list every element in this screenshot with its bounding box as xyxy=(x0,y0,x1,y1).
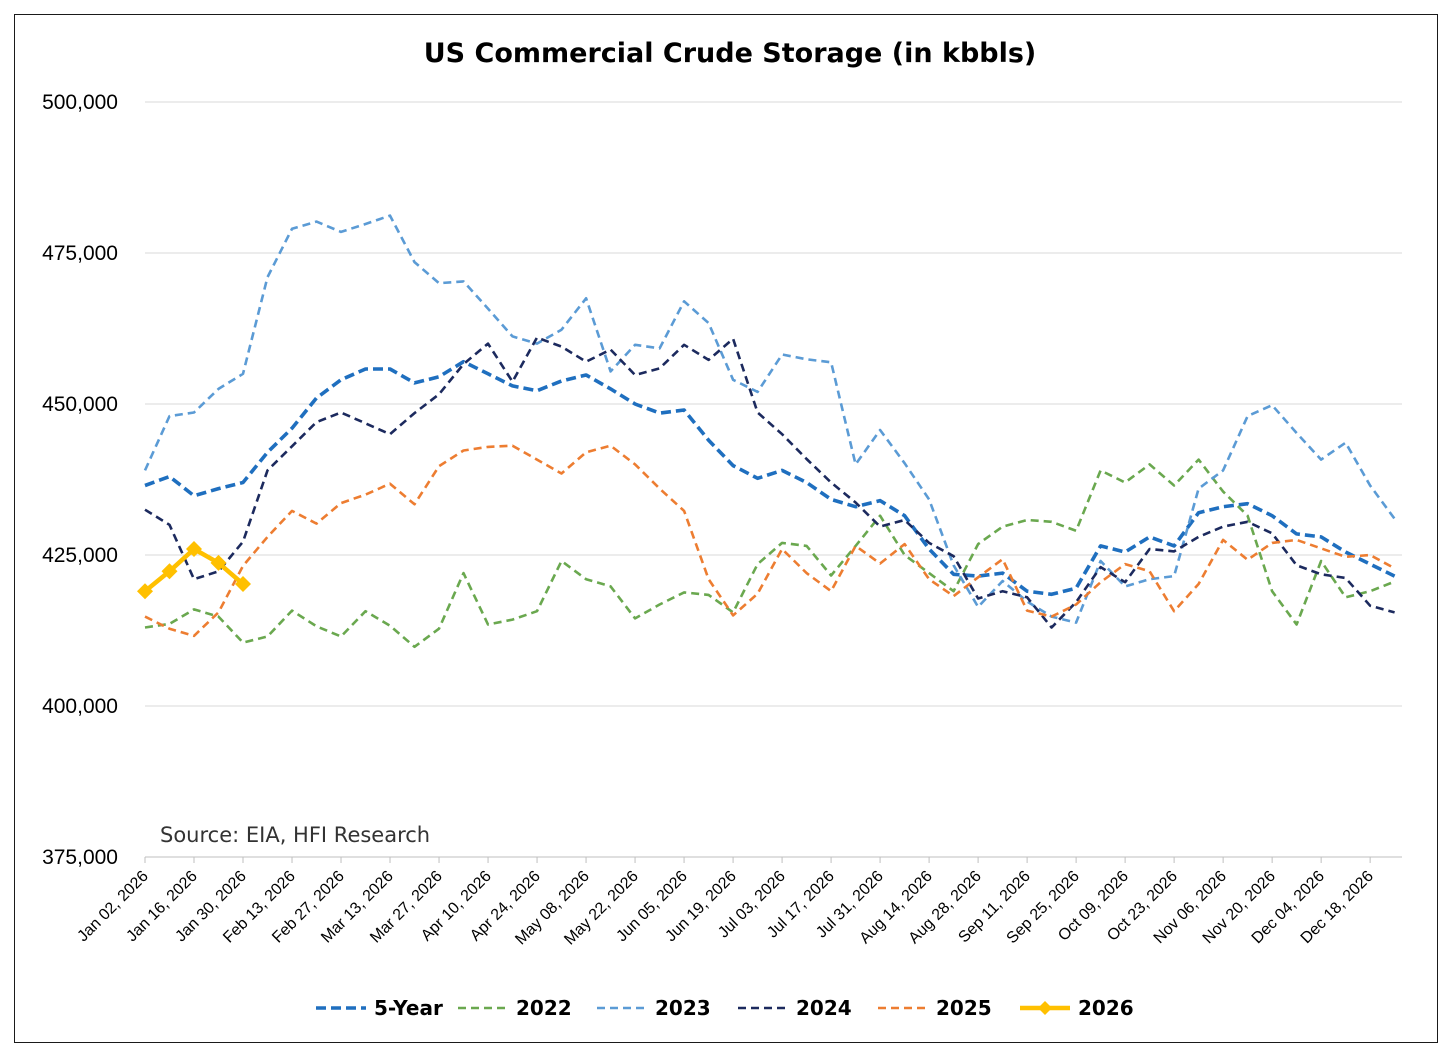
legend-label: 2025 xyxy=(936,996,992,1020)
series-line-2023 xyxy=(143,214,1396,624)
series-point-2026 xyxy=(186,540,203,557)
legend-item-2025: 2025 xyxy=(878,996,992,1020)
legend-item-2023: 2023 xyxy=(597,996,711,1020)
legend-item-2024: 2024 xyxy=(738,996,852,1020)
y-axis: 375,000 400,000 425,000 450,000 475,000 500,0… xyxy=(42,91,118,869)
legend: 5-Year 2022 2023 2024 2025 2026 xyxy=(316,996,1134,1020)
series-point-2026 xyxy=(137,583,153,600)
y-tick-label: 375,000 xyxy=(42,846,118,869)
gridlines xyxy=(145,101,1402,707)
series-line-2022 xyxy=(144,458,1396,649)
legend-item-2022: 2022 xyxy=(458,996,572,1020)
y-tick-label: 475,000 xyxy=(42,242,118,265)
legend-marker xyxy=(1038,1001,1052,1015)
chart-frame xyxy=(14,14,1438,1043)
chart-title: US Commercial Crude Storage (in kbbls) xyxy=(424,38,1037,69)
legend-label: 2026 xyxy=(1078,996,1134,1020)
series-point-2026 xyxy=(161,563,178,580)
legend-label: 2022 xyxy=(516,996,572,1020)
legend-label: 2024 xyxy=(796,996,852,1020)
legend-label: 5-Year xyxy=(374,996,443,1020)
series-point-2026 xyxy=(210,554,227,571)
y-tick-label: 450,000 xyxy=(42,393,118,416)
series-point-2026 xyxy=(235,575,252,592)
legend-label: 2023 xyxy=(655,996,711,1020)
y-tick-label: 500,000 xyxy=(42,91,118,114)
series-group xyxy=(137,214,1396,649)
source-annotation: Source: EIA, HFI Research xyxy=(160,823,430,847)
legend-item-2026: 2026 xyxy=(1020,996,1134,1020)
y-tick-label: 425,000 xyxy=(42,544,118,567)
series-line-2024 xyxy=(144,336,1395,629)
y-tick-label: 400,000 xyxy=(42,695,118,718)
legend-item-5-year: 5-Year xyxy=(316,996,443,1020)
series-line-5-year xyxy=(144,359,1396,597)
